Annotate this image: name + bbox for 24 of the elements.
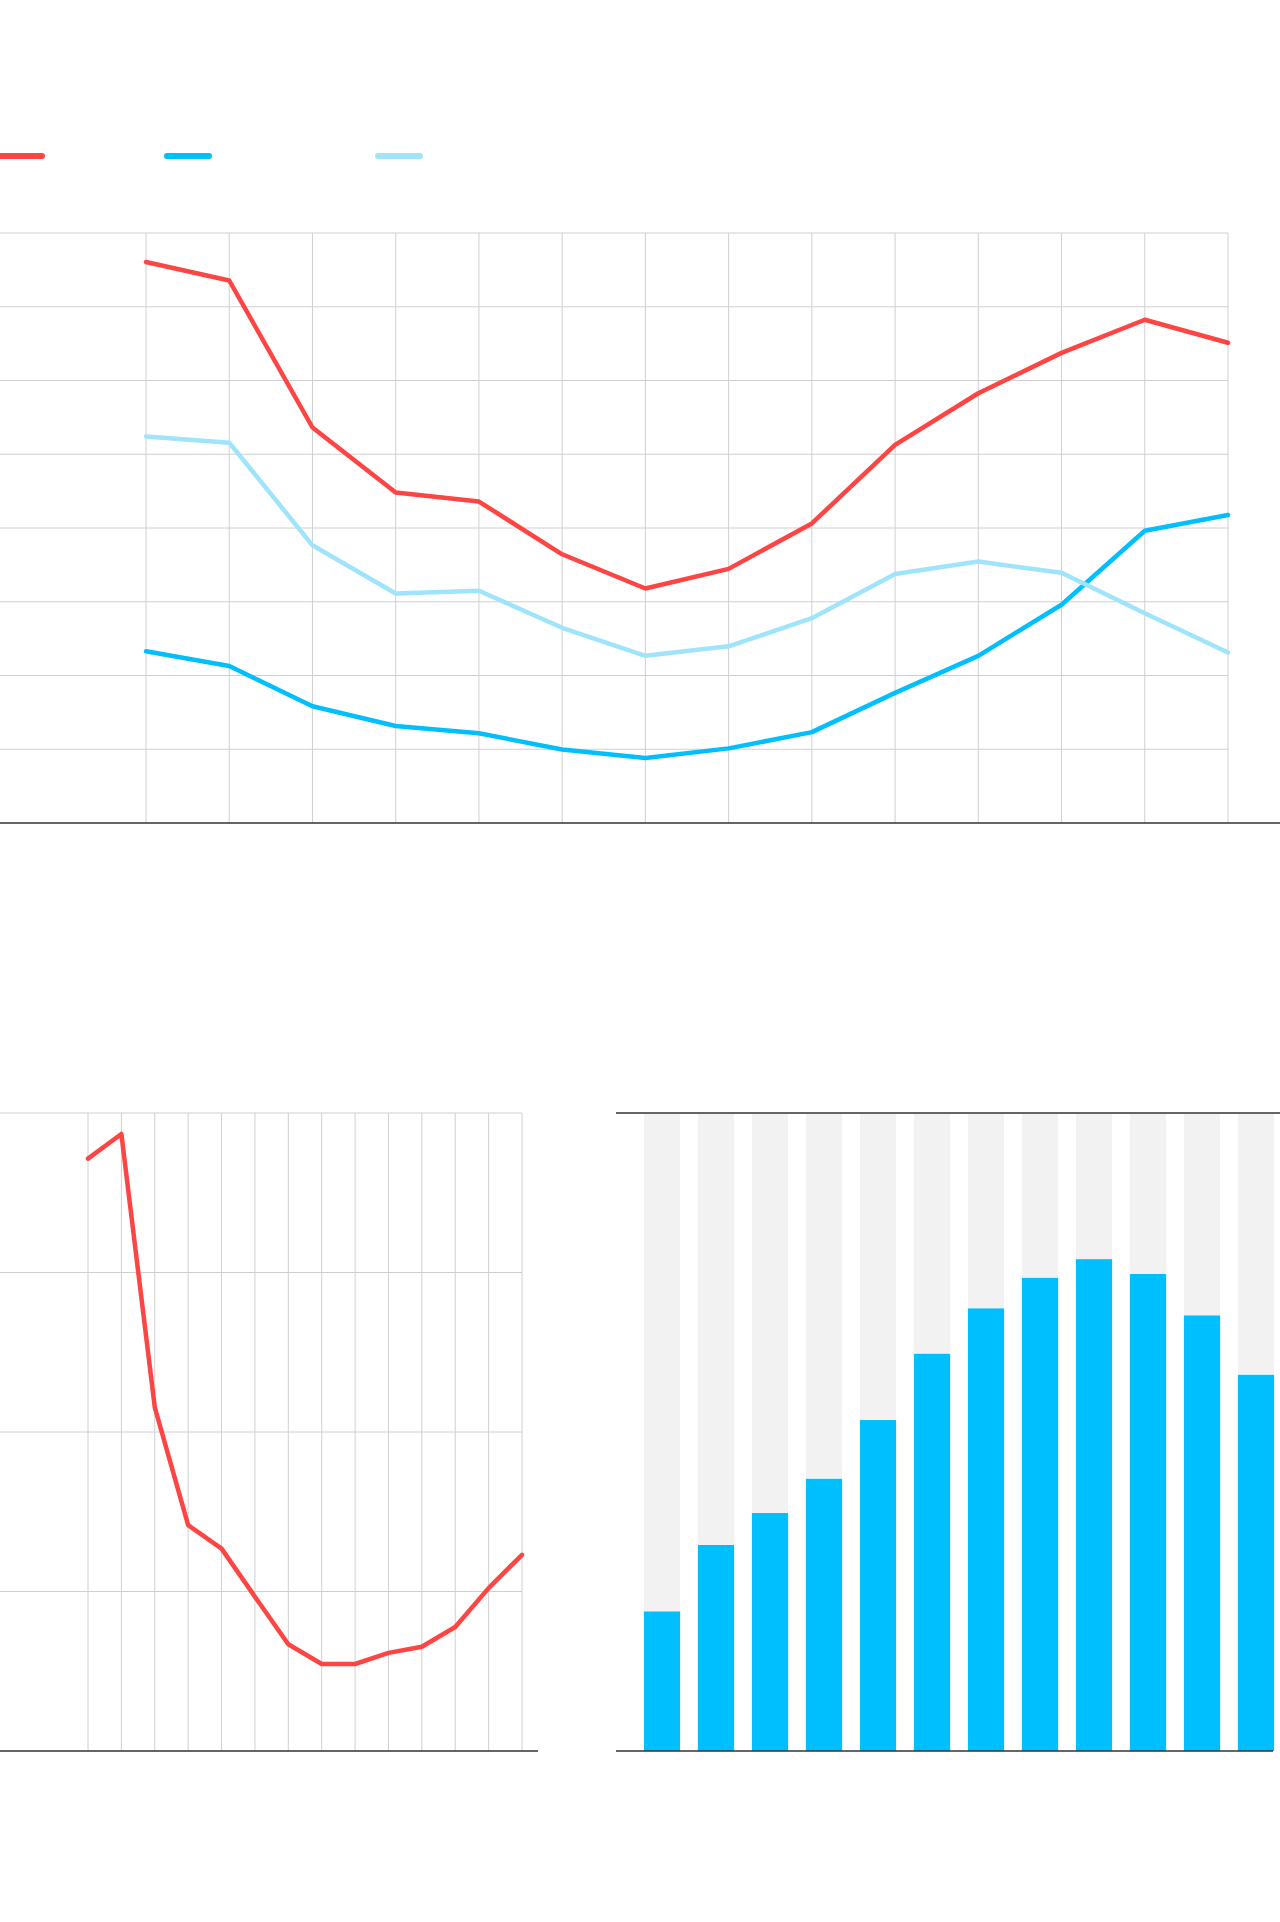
bar [805,1113,843,1479]
bar [1129,1273,1167,1751]
bar [697,1544,735,1751]
bar [1237,1113,1275,1375]
bar [643,1113,681,1612]
bar [805,1478,843,1751]
bar [751,1513,789,1751]
bar [913,1353,951,1751]
bar [1075,1259,1113,1751]
bar [1021,1113,1059,1278]
bar [967,1308,1005,1751]
bar [1129,1113,1167,1274]
bar [1075,1113,1113,1260]
bar [913,1113,951,1354]
bar [967,1113,1005,1309]
bar [859,1419,897,1751]
bar [697,1113,735,1545]
bar [1183,1113,1221,1316]
bar [1237,1374,1275,1751]
bar [859,1113,897,1420]
bar [751,1113,789,1514]
bar [1183,1315,1221,1751]
bar [1021,1277,1059,1751]
bar [643,1611,681,1751]
